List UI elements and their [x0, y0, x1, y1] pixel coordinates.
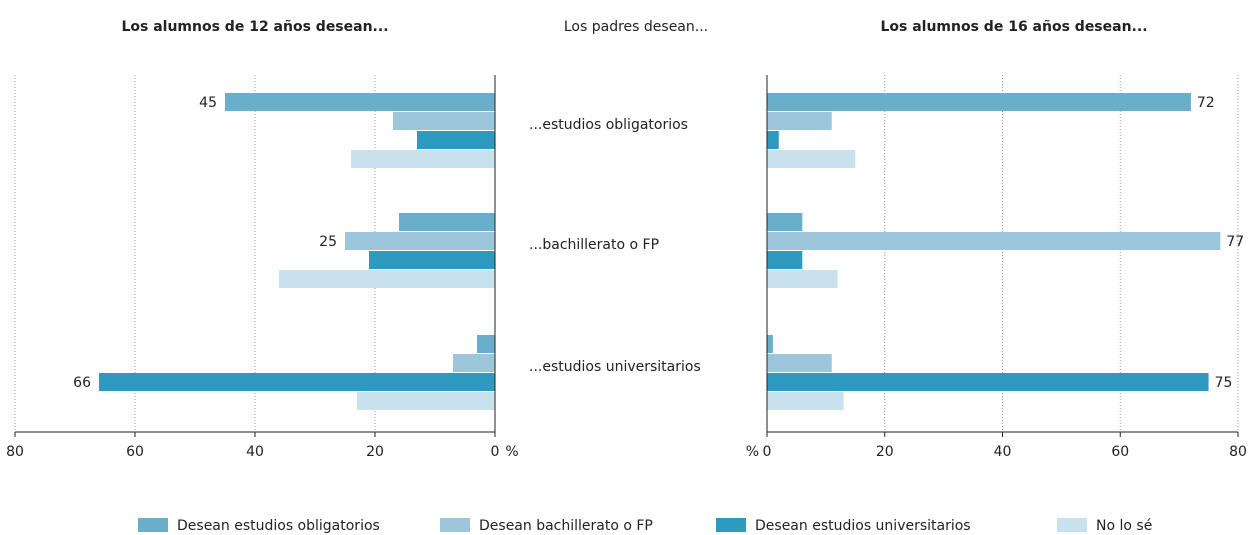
legend-label: Desean estudios universitarios	[755, 518, 971, 534]
bar	[767, 251, 803, 269]
bar	[767, 213, 803, 231]
x-unit: %	[505, 444, 518, 460]
bar	[767, 93, 1191, 111]
x-tick-label: 20	[366, 444, 384, 460]
data-label: 25	[319, 234, 337, 250]
bar	[345, 232, 495, 250]
legend-label: No lo sé	[1096, 518, 1152, 534]
data-label: 45	[199, 95, 217, 111]
bar	[767, 335, 773, 353]
bar	[99, 373, 495, 391]
bar	[767, 354, 832, 372]
x-tick-label: 0	[763, 444, 772, 460]
x-tick-label: 60	[126, 444, 144, 460]
bar	[767, 112, 832, 130]
legend-swatch	[138, 518, 168, 532]
legend-swatch	[440, 518, 470, 532]
bar	[767, 150, 856, 168]
category-label: ...estudios obligatorios	[529, 117, 688, 133]
bar	[417, 131, 495, 149]
left-title: Los alumnos de 12 años desean...	[121, 19, 388, 35]
bar	[767, 373, 1209, 391]
bar	[279, 270, 495, 288]
bar	[399, 213, 495, 231]
bar	[369, 251, 495, 269]
right-title: Los alumnos de 16 años desean...	[880, 19, 1147, 35]
data-label: 72	[1197, 95, 1215, 111]
legend-label: Desean bachillerato o FP	[479, 518, 653, 534]
bar	[767, 232, 1221, 250]
x-tick-label: 0	[491, 444, 500, 460]
x-tick-label: 20	[876, 444, 894, 460]
bar	[351, 150, 495, 168]
legend-swatch	[1057, 518, 1087, 532]
x-tick-label: 40	[994, 444, 1012, 460]
x-tick-label: 80	[1229, 444, 1247, 460]
middle-title: Los padres desean...	[564, 19, 708, 35]
legend-swatch	[716, 518, 746, 532]
x-tick-label: 60	[1111, 444, 1129, 460]
legend-label: Desean estudios obligatorios	[177, 518, 380, 534]
bar	[453, 354, 495, 372]
x-unit: %	[746, 444, 759, 460]
bar	[767, 392, 844, 410]
x-tick-label: 80	[6, 444, 24, 460]
data-label: 77	[1226, 234, 1244, 250]
data-label: 66	[73, 375, 91, 391]
bar	[477, 335, 495, 353]
bar	[767, 131, 779, 149]
x-tick-label: 40	[246, 444, 264, 460]
category-label: ...bachillerato o FP	[529, 237, 659, 253]
category-label: ...estudios universitarios	[529, 359, 701, 375]
bar	[225, 93, 495, 111]
bar	[767, 270, 838, 288]
bar	[393, 112, 495, 130]
bar	[357, 392, 495, 410]
data-label: 75	[1215, 375, 1233, 391]
